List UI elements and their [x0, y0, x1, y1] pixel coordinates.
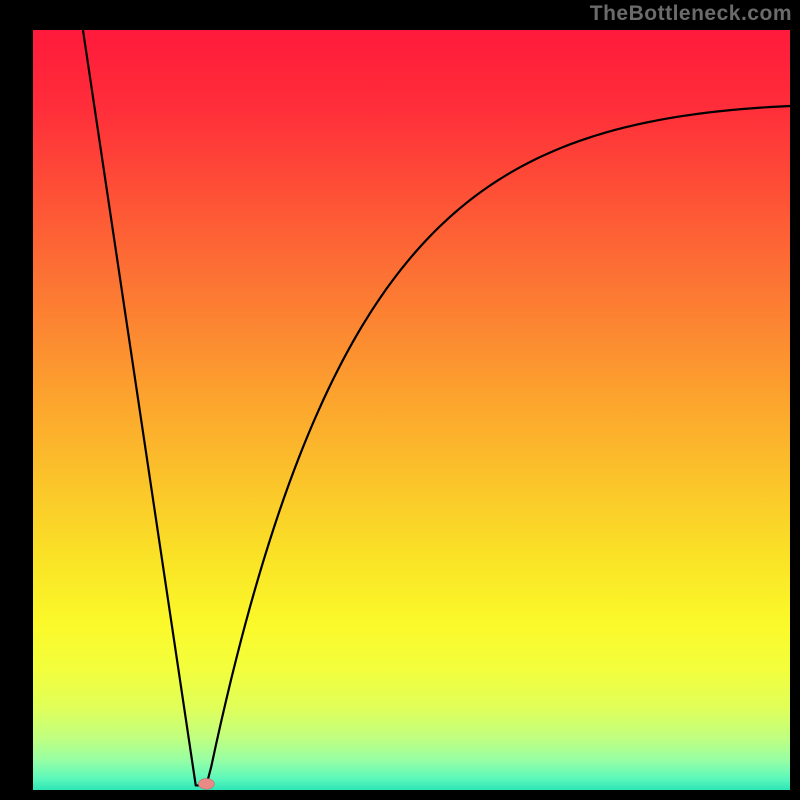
plot-area [33, 30, 790, 790]
watermark-label: TheBottleneck.com [590, 2, 792, 26]
chart-svg [0, 0, 800, 800]
chart-container: TheBottleneck.com [0, 0, 800, 800]
optimum-marker [198, 779, 214, 790]
